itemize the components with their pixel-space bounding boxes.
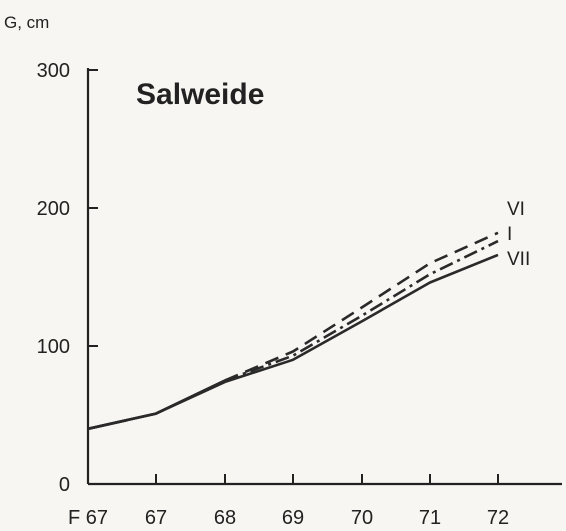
series-line-vii-trunk [87, 380, 226, 431]
series-label-vi: VI [507, 199, 525, 220]
y-tick-label: 100 [37, 336, 70, 358]
chart-title: Salweide [136, 78, 264, 111]
y-tick-label: 0 [59, 474, 70, 496]
x-tick-label: 71 [419, 507, 441, 529]
x-tick-label: 68 [214, 507, 236, 529]
y-tick-label: 300 [37, 60, 70, 82]
series-label-i: I [507, 224, 512, 245]
y-tick-label: 200 [37, 198, 70, 220]
series-line-vii [224, 253, 499, 384]
series-line-vi-trunk [87, 379, 226, 431]
x-ticks: F 67 67 68 69 70 71 72 [68, 474, 509, 529]
series-line-vi [224, 231, 499, 382]
y-ticks: 0 100 200 300 [37, 60, 98, 496]
x-tick-label: 72 [487, 507, 509, 529]
series-lines [87, 231, 499, 431]
x-tick-label: F 67 [68, 507, 108, 529]
series-label-vii: VII [507, 249, 530, 270]
x-tick-label: 67 [145, 507, 167, 529]
y-axis-label: G, cm [4, 13, 49, 32]
series-line-i [224, 239, 499, 382]
x-tick-label: 69 [282, 507, 304, 529]
x-tick-label: 70 [351, 507, 373, 529]
series-line-i-trunk [87, 379, 226, 431]
